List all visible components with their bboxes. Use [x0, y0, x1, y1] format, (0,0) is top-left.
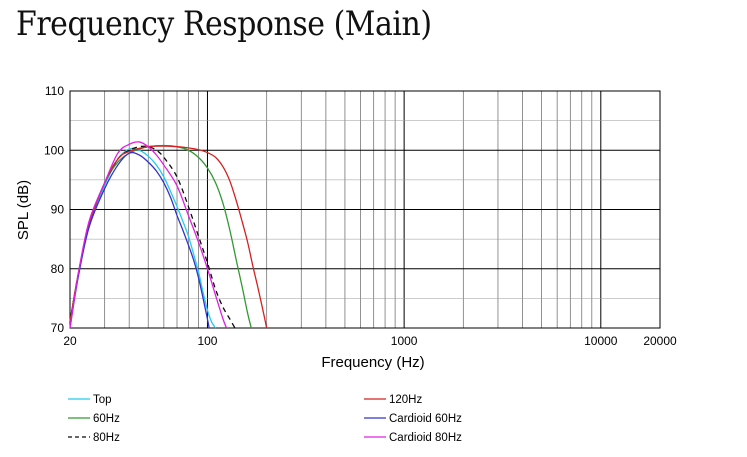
legend-label-60hz: 60Hz	[93, 413, 120, 425]
legend-label-120hz: 120Hz	[389, 394, 422, 406]
y-tick-labels: 70 80 90 100 110	[44, 84, 64, 335]
x-tick-label: 10000	[584, 334, 618, 348]
legend-label-cardioid-80hz: Cardioid 80Hz	[389, 432, 462, 444]
y-tick-label: 90	[51, 203, 65, 217]
legend-label-top: Top	[93, 394, 112, 406]
x-tick-label: 20000	[643, 334, 677, 348]
legend: Top 60Hz 80Hz 120Hz Cardioid 60Hz Cardioid 80…	[68, 394, 462, 444]
x-axis-label: Frequency (Hz)	[321, 354, 424, 371]
chart-title: Frequency Response (Main)	[16, 4, 432, 44]
x-tick-labels: 20 100 1000 10000 20000	[63, 334, 677, 348]
series-line-120hz	[69, 145, 268, 329]
y-tick-label: 80	[51, 262, 65, 276]
y-tick-label: 100	[44, 143, 64, 157]
grid	[70, 91, 660, 328]
x-tick-label: 100	[197, 334, 217, 348]
y-axis-label: SPL (dB)	[15, 180, 32, 240]
y-tick-label: 70	[51, 321, 65, 335]
y-tick-label: 110	[45, 84, 64, 98]
curves	[69, 141, 268, 329]
plot-frame	[69, 90, 661, 329]
legend-label-cardioid-60hz: Cardioid 60Hz	[389, 413, 462, 425]
series-line-cardioid-80hz	[69, 141, 228, 329]
legend-label-80hz: 80Hz	[93, 432, 120, 444]
series-line-cardioid-60hz	[69, 151, 210, 329]
x-tick-label: 20	[63, 334, 77, 348]
series-line-60hz	[69, 144, 252, 329]
series-line-top	[69, 147, 217, 329]
series-line-80hz	[69, 145, 236, 329]
x-tick-label: 1000	[391, 334, 418, 348]
